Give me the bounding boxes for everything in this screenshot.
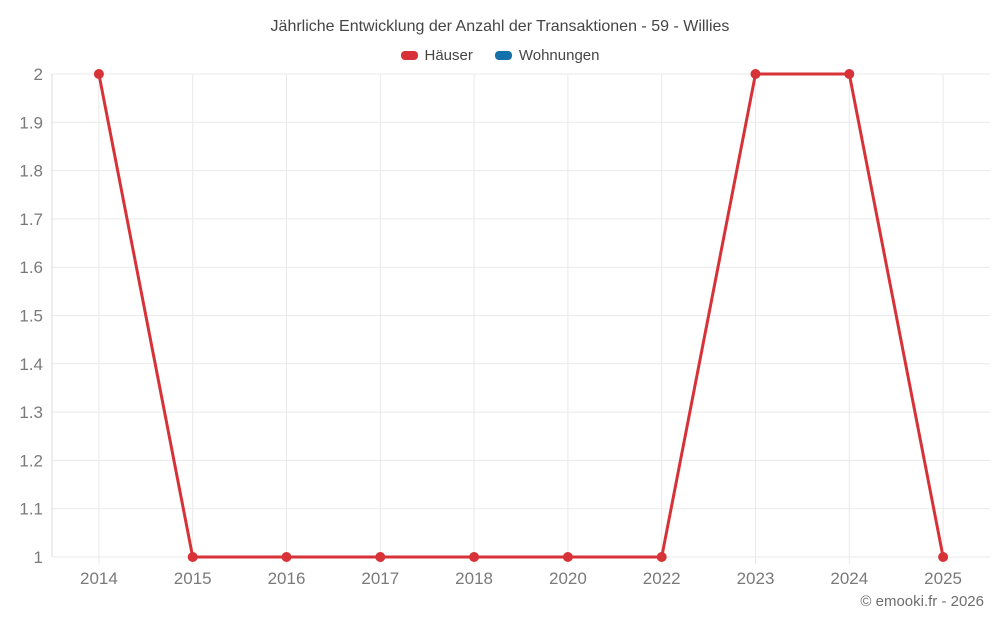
data-point-hauser-2023[interactable] <box>750 69 761 79</box>
chart-legend: Häuser Wohnungen <box>0 45 1000 65</box>
data-point-hauser-2016[interactable] <box>281 552 292 562</box>
series-line-hauser <box>97 72 945 559</box>
data-point-hauser-2024[interactable] <box>844 69 855 79</box>
y-tick-label: 1.4 <box>19 355 43 374</box>
y-tick-label: 1.8 <box>19 162 43 181</box>
legend-item-wohnungen[interactable]: Wohnungen <box>494 46 600 64</box>
x-tick-label: 2018 <box>455 569 493 588</box>
legend-swatch-wohnungen <box>494 50 512 60</box>
legend-label: Wohnungen <box>518 46 600 64</box>
x-tick-label: 2015 <box>174 569 212 588</box>
data-point-hauser-2015[interactable] <box>187 552 198 562</box>
y-tick-label: 1 <box>34 548 43 567</box>
x-tick-label: 2016 <box>268 569 306 588</box>
x-tick-label: 2023 <box>737 569 775 588</box>
y-tick-label: 1.5 <box>19 307 43 326</box>
legend-label: Häuser <box>424 46 473 64</box>
copyright-text: © emooki.fr - 2026 <box>860 593 984 610</box>
x-tick-label: 2022 <box>643 569 681 588</box>
y-tick-label: 1.1 <box>19 500 43 519</box>
data-point-hauser-2020[interactable] <box>562 552 573 562</box>
x-tick-label: 2024 <box>830 569 868 588</box>
y-tick-label: 1.9 <box>19 113 43 132</box>
data-point-hauser-2014[interactable] <box>93 69 104 79</box>
legend-swatch-hauser <box>400 50 418 60</box>
data-point-hauser-2025[interactable] <box>938 552 949 562</box>
legend-item-hauser[interactable]: Häuser <box>400 46 473 64</box>
y-tick-label: 1.7 <box>19 210 43 229</box>
data-point-hauser-2022[interactable] <box>656 552 667 562</box>
y-tick-label: 2 <box>34 65 43 84</box>
y-tick-label: 1.2 <box>19 451 43 470</box>
x-tick-label: 2025 <box>924 569 962 588</box>
y-tick-label: 1.3 <box>19 403 43 422</box>
data-point-hauser-2017[interactable] <box>375 552 386 562</box>
data-point-hauser-2018[interactable] <box>469 552 480 562</box>
chart-title: Jährliche Entwicklung der Anzahl der Tra… <box>270 18 730 35</box>
x-tick-label: 2014 <box>80 569 118 588</box>
y-tick-label: 1.6 <box>19 258 43 277</box>
x-tick-label: 2020 <box>549 569 587 588</box>
x-tick-label: 2017 <box>361 569 399 588</box>
